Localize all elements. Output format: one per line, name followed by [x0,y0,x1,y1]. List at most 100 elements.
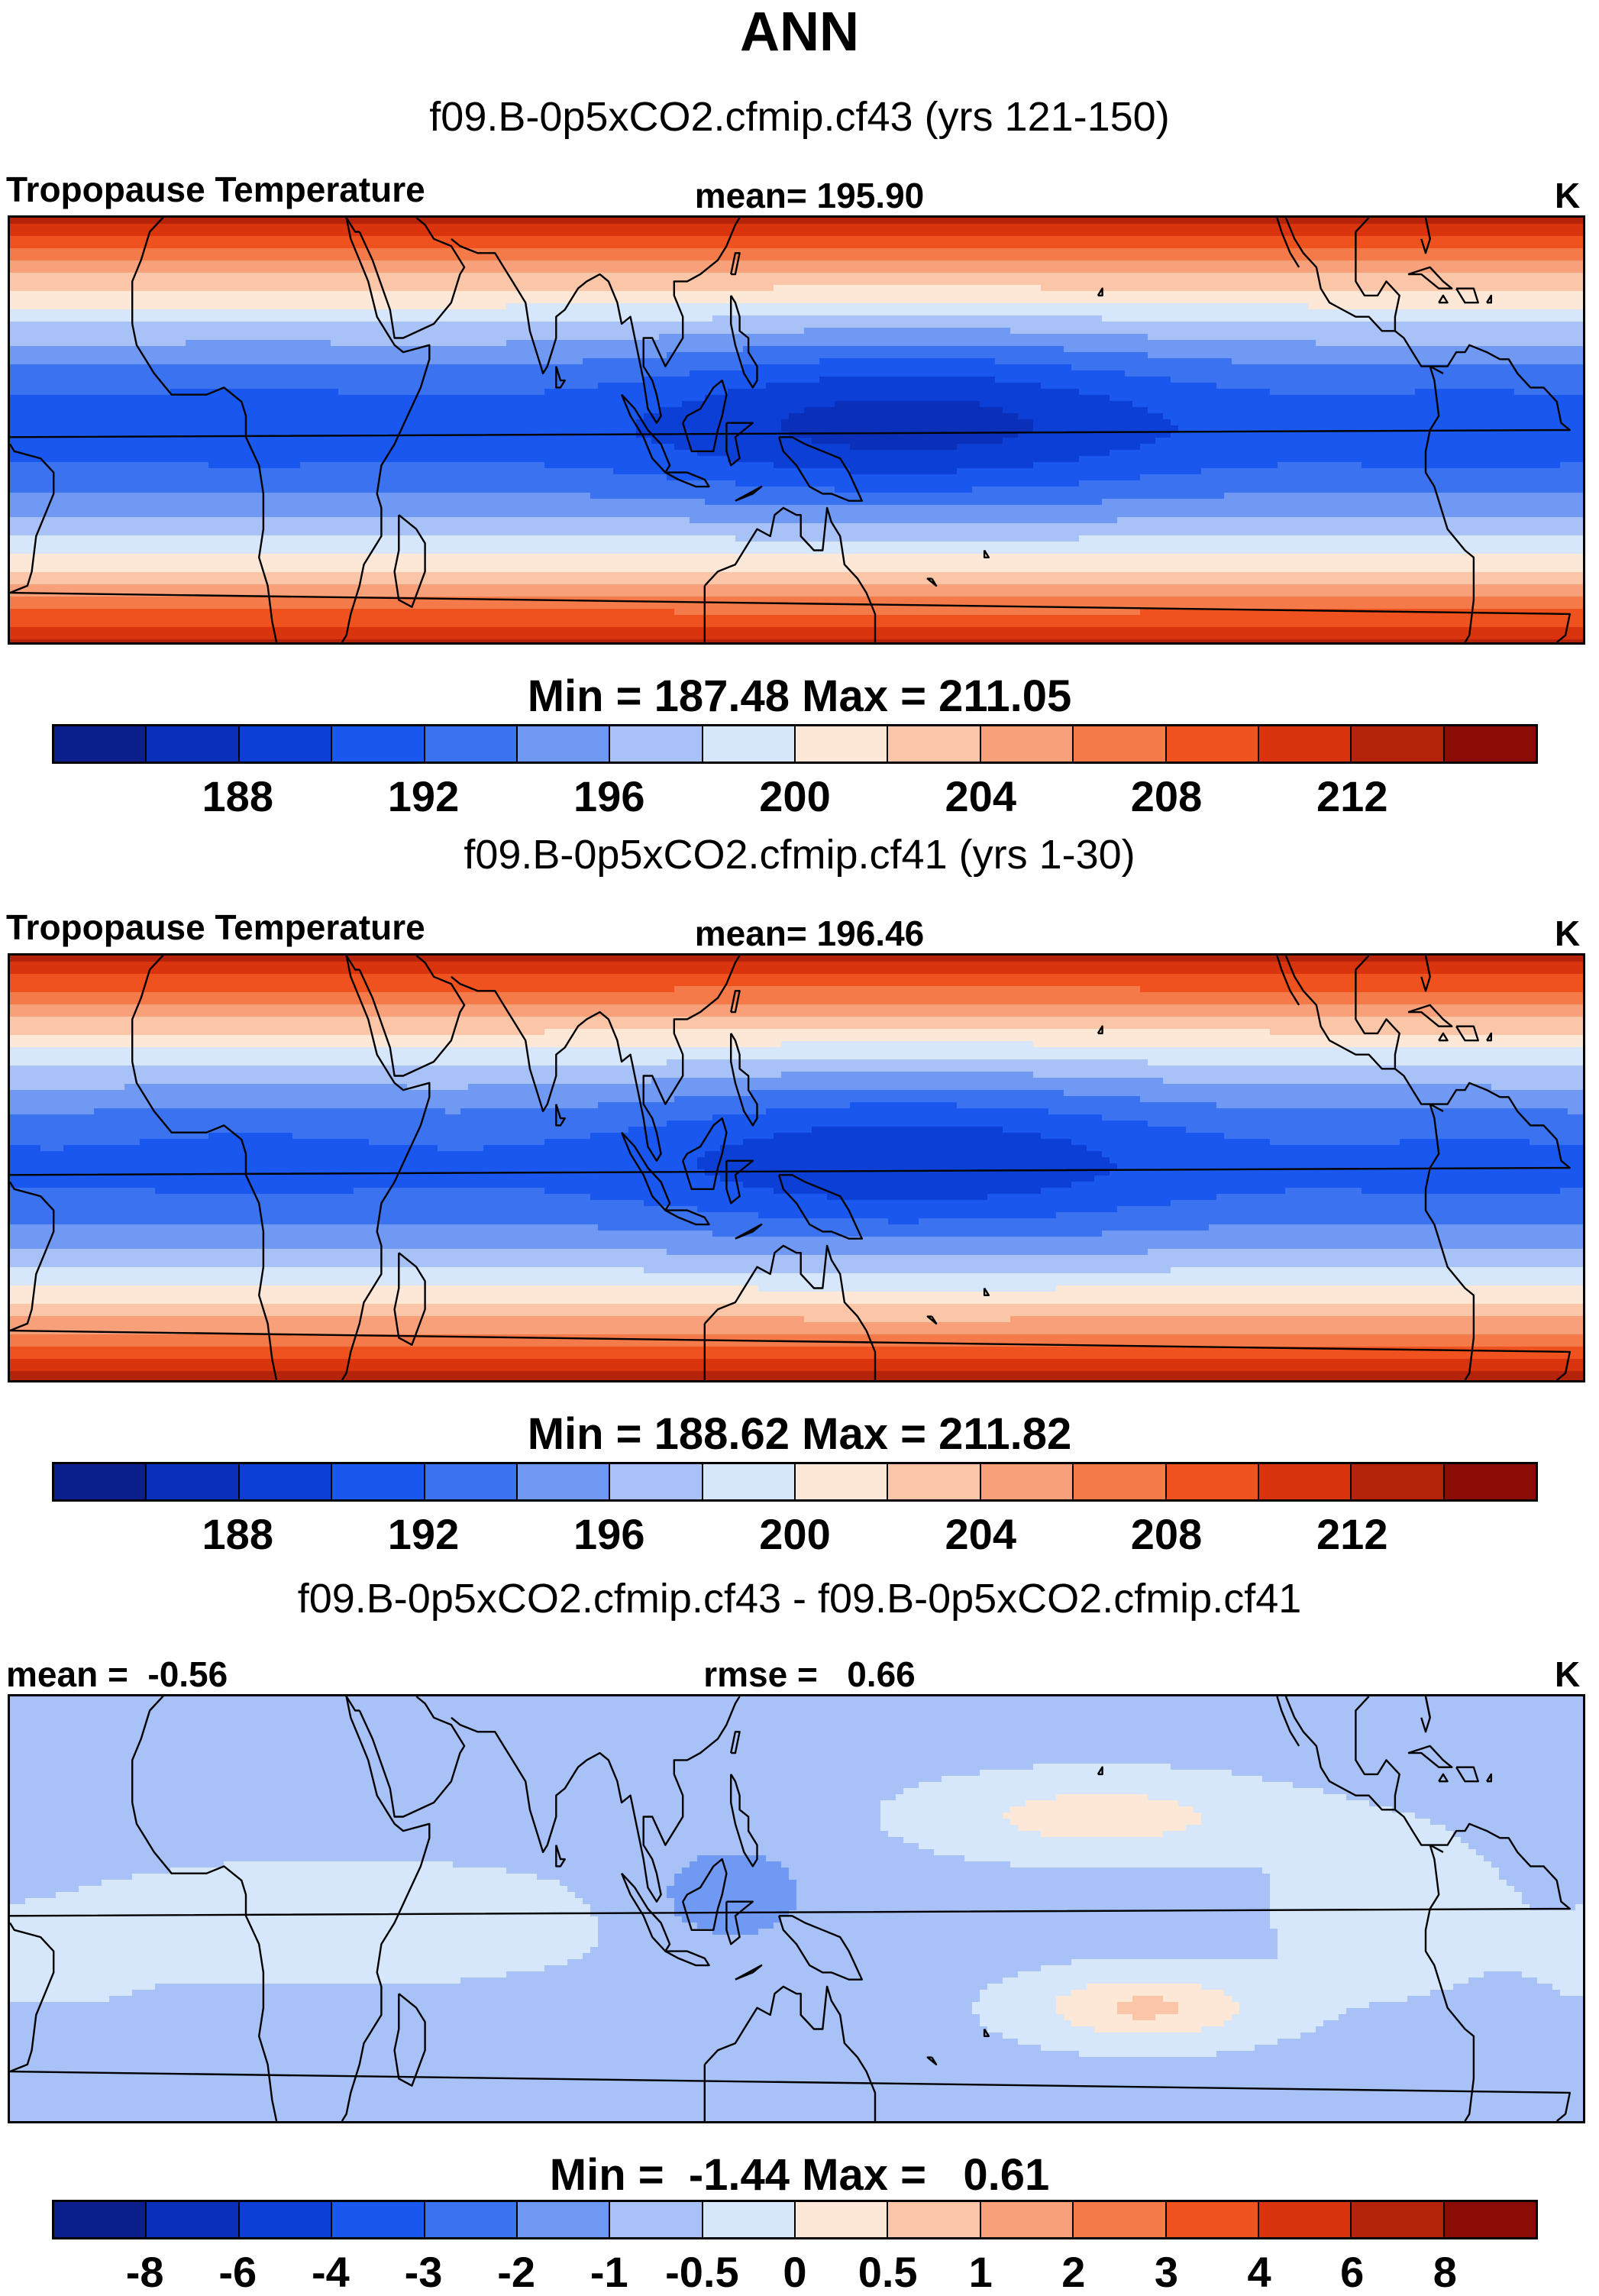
field-cell [79,218,87,225]
field-cell [1300,260,1309,267]
field-cell [1278,340,1286,347]
field-cell [529,334,538,341]
field-cell [1071,352,1080,359]
field-cell [186,352,194,359]
field-cell [987,242,996,249]
field-cell [483,273,492,280]
field-cell [1262,260,1271,267]
field-cell [896,315,904,322]
field-cell [277,358,286,365]
field-cell [743,322,751,328]
field-cell [942,273,950,280]
field-cell [651,218,660,225]
field-cell [697,297,706,304]
field-cell [1064,254,1072,261]
field-cell [1201,291,1210,298]
field-cell [460,254,469,261]
field-cell [1079,334,1087,341]
field-cell [560,273,568,280]
field-cell [1545,285,1553,292]
field-cell [1323,334,1332,341]
field-cell [628,340,637,347]
field-cell [1316,267,1324,273]
field-cell [735,297,744,304]
field-cell [880,248,889,255]
field-cell [789,322,797,328]
field-cell [1545,224,1553,231]
field-cell [25,248,34,255]
field-cell [79,291,87,298]
field-cell [560,267,568,273]
field-cell [796,279,805,286]
field-cell [896,285,904,292]
field-cell [880,242,889,249]
field-cell [903,224,912,231]
field-cell [71,248,79,255]
field-cell [392,322,400,328]
field-cell [552,303,560,310]
field-cell [186,218,194,225]
field-cell [972,236,980,243]
field-cell [109,230,118,237]
field-cell [1163,279,1171,286]
field-cell [1041,309,1049,316]
field-cell [674,273,683,280]
field-cell [842,328,851,335]
field-cell [804,352,812,359]
field-cell [1293,230,1301,237]
field-cell [147,346,156,353]
field-cell [1224,315,1232,322]
field-cell [1369,358,1378,365]
field-cell [178,218,186,225]
field-cell [468,340,476,347]
field-cell [300,248,308,255]
field-cell [766,297,774,304]
field-cell [407,291,415,298]
field-cell [896,279,904,286]
field-cell [1255,224,1263,231]
field-cell [94,285,102,292]
field-cell [1415,291,1423,298]
field-cell [1056,346,1064,353]
field-cell [86,334,95,341]
field-cell [1407,334,1416,341]
field-cell [774,236,782,243]
field-cell [949,236,958,243]
field-cell [460,285,469,292]
field-cell [109,248,118,255]
field-cell [1507,242,1515,249]
field-cell [1438,291,1446,298]
field-cell [873,340,881,347]
field-cell [1285,254,1294,261]
field-cell [1285,242,1294,249]
field-cell [1186,248,1194,255]
field-cell [1064,315,1072,322]
field-cell [1423,291,1431,298]
field-cell [598,260,606,267]
field-cell [919,309,927,316]
field-cell [170,309,179,316]
field-cell [483,315,492,322]
field-cell [506,334,515,341]
field-cell [468,303,476,310]
panel1-mean-label: mean= 195.90 [657,176,962,215]
field-cell [1568,218,1576,225]
field-cell [651,267,660,273]
field-cell [1491,346,1500,353]
field-cell [10,322,18,328]
field-cell [1293,236,1301,243]
field-cell [720,279,728,286]
field-cell [712,242,721,249]
field-cell [1430,358,1439,365]
field-cell [1400,322,1408,328]
field-cell [858,309,866,316]
field-cell [224,236,232,243]
field-cell [399,340,408,347]
field-cell [186,346,194,353]
field-cell [651,303,660,310]
field-cell [873,346,881,353]
field-cell [506,230,515,237]
field-cell [422,315,431,322]
field-cell [980,218,988,225]
field-cell [1102,218,1110,225]
